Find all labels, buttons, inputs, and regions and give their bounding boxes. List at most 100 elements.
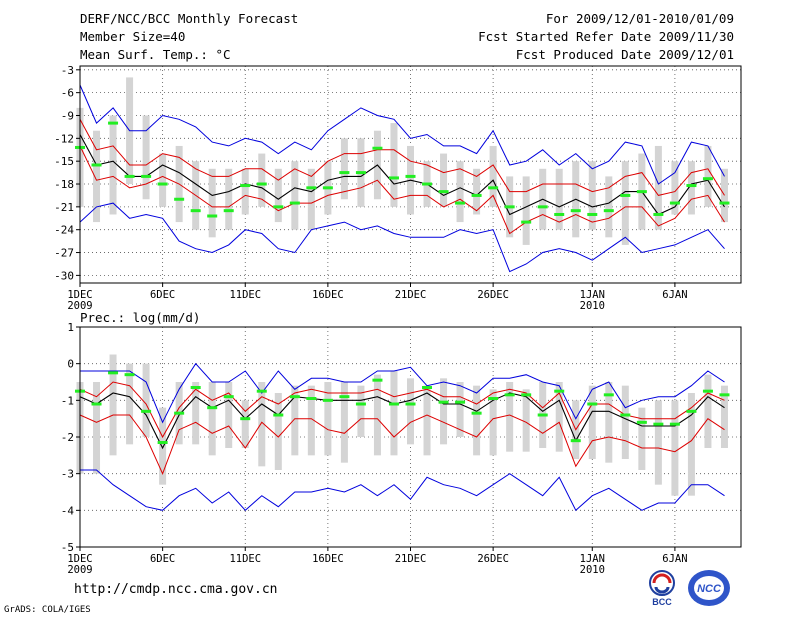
precip-variable-label: Prec.: log(mm/d) (80, 310, 200, 325)
series-line-upper (79, 119, 725, 196)
series-line-max (80, 362, 725, 424)
spread-bar (93, 130, 101, 223)
spread-bar (274, 393, 282, 470)
spread-bar (291, 161, 299, 230)
spread-bar (291, 385, 299, 456)
series-line-min (79, 202, 725, 273)
x-tick-year: 2009 (67, 300, 92, 312)
spread-bar (390, 123, 398, 207)
bcc-logo-text: BCC (652, 597, 672, 607)
spread-bar (225, 168, 233, 230)
source-url[interactable]: http://cmdp.ncc.cma.gov.cn (74, 582, 278, 597)
spread-bar (621, 385, 629, 459)
spread-bar (638, 407, 646, 470)
x-tick-label: 16DEC (312, 553, 344, 565)
spread-bar (473, 385, 481, 456)
spread-bar (208, 168, 216, 238)
spread-bar (225, 382, 233, 448)
y-tick-label: -21 (54, 201, 74, 214)
spread-bar (109, 354, 117, 456)
spread-bar (506, 382, 514, 452)
series-line-lower (79, 145, 725, 235)
y-tick-label: 0 (67, 358, 74, 371)
spread-bar (258, 153, 266, 207)
spread-bar (588, 385, 596, 459)
x-tick-label: 1JAN (580, 289, 605, 301)
x-tick-label: 6JAN (662, 553, 687, 565)
y-tick-label: -30 (54, 269, 74, 282)
spread-bar (142, 363, 150, 437)
spread-bar (687, 161, 695, 215)
x-tick-label: 1JAN (580, 553, 605, 565)
series-line-mean (79, 392, 725, 450)
series-line-mean (79, 134, 725, 216)
temp-variable-label: Mean Surf. Temp.: °C (80, 47, 231, 62)
y-tick-label: -27 (54, 247, 74, 260)
x-tick-label: 21DEC (395, 289, 427, 301)
x-tick-label: 26DEC (477, 553, 509, 565)
forecast-start-date: Fcst Started Refer Date 2009/11/30 (478, 29, 734, 44)
spread-bar (671, 400, 679, 496)
y-tick-label: -2 (61, 431, 74, 444)
spread-bar (489, 145, 497, 207)
x-tick-year: 2010 (580, 564, 605, 576)
series-line-upper (79, 381, 725, 439)
spread-bar (142, 115, 150, 200)
spread-bar (258, 382, 266, 467)
spread-bar (407, 378, 414, 445)
x-tick-year: 2009 (67, 564, 92, 576)
spread-bar (93, 382, 101, 474)
x-tick-year: 2010 (580, 300, 605, 312)
spread-bar (357, 385, 365, 437)
forecast-produced-date: Fcst Produced Date 2009/12/01 (515, 47, 734, 62)
series-line-min (80, 469, 725, 512)
y-tick-label: -15 (54, 155, 74, 168)
spread-bar (390, 371, 398, 456)
spread-bar (340, 382, 348, 463)
x-tick-label: 6DEC (150, 289, 175, 301)
x-tick-label: 6DEC (150, 553, 175, 565)
spread-bar (340, 138, 348, 200)
ncc-logo-text: NCC (697, 583, 722, 595)
y-tick-label: -9 (61, 109, 74, 122)
bcc-logo: BCC (649, 570, 675, 607)
spread-bar (159, 407, 167, 485)
spread-bar (522, 176, 530, 245)
spread-bar (373, 374, 381, 456)
spread-bar (654, 400, 662, 485)
y-tick-label: -3 (61, 468, 74, 481)
spread-bar (605, 176, 613, 238)
spread-bar (720, 385, 728, 448)
y-tick-label: -3 (61, 64, 74, 77)
spread-bar (440, 378, 448, 445)
spread-bar (456, 382, 464, 437)
spread-bar (555, 382, 563, 452)
spread-bar (605, 382, 613, 463)
spread-bar (126, 363, 134, 445)
spread-bar (208, 382, 216, 456)
spread-bar (555, 168, 563, 230)
spread-bar (440, 153, 448, 207)
spread-bar (159, 153, 167, 207)
spread-bar (274, 168, 282, 223)
spread-bar (241, 168, 249, 215)
member-size: Member Size=40 (80, 29, 186, 44)
x-tick-label: 1DEC (67, 289, 92, 301)
y-tick-label: -5 (61, 541, 74, 554)
spread-bar (109, 115, 117, 215)
spread-bar (687, 393, 695, 496)
chart-title: DERF/NCC/BCC Monthly Forecast (80, 11, 299, 26)
series-line-max (79, 84, 725, 185)
ncc-logo: NCC (688, 570, 730, 606)
spread-bar (704, 374, 712, 448)
x-tick-label: 26DEC (477, 289, 509, 301)
spread-bar (192, 382, 200, 445)
spread-bar (522, 389, 530, 452)
x-tick-label: 6JAN (662, 289, 687, 301)
x-tick-label: 16DEC (312, 289, 344, 301)
spread-bar (588, 161, 596, 230)
spread-bar (423, 385, 431, 456)
spread-bar (671, 161, 679, 215)
